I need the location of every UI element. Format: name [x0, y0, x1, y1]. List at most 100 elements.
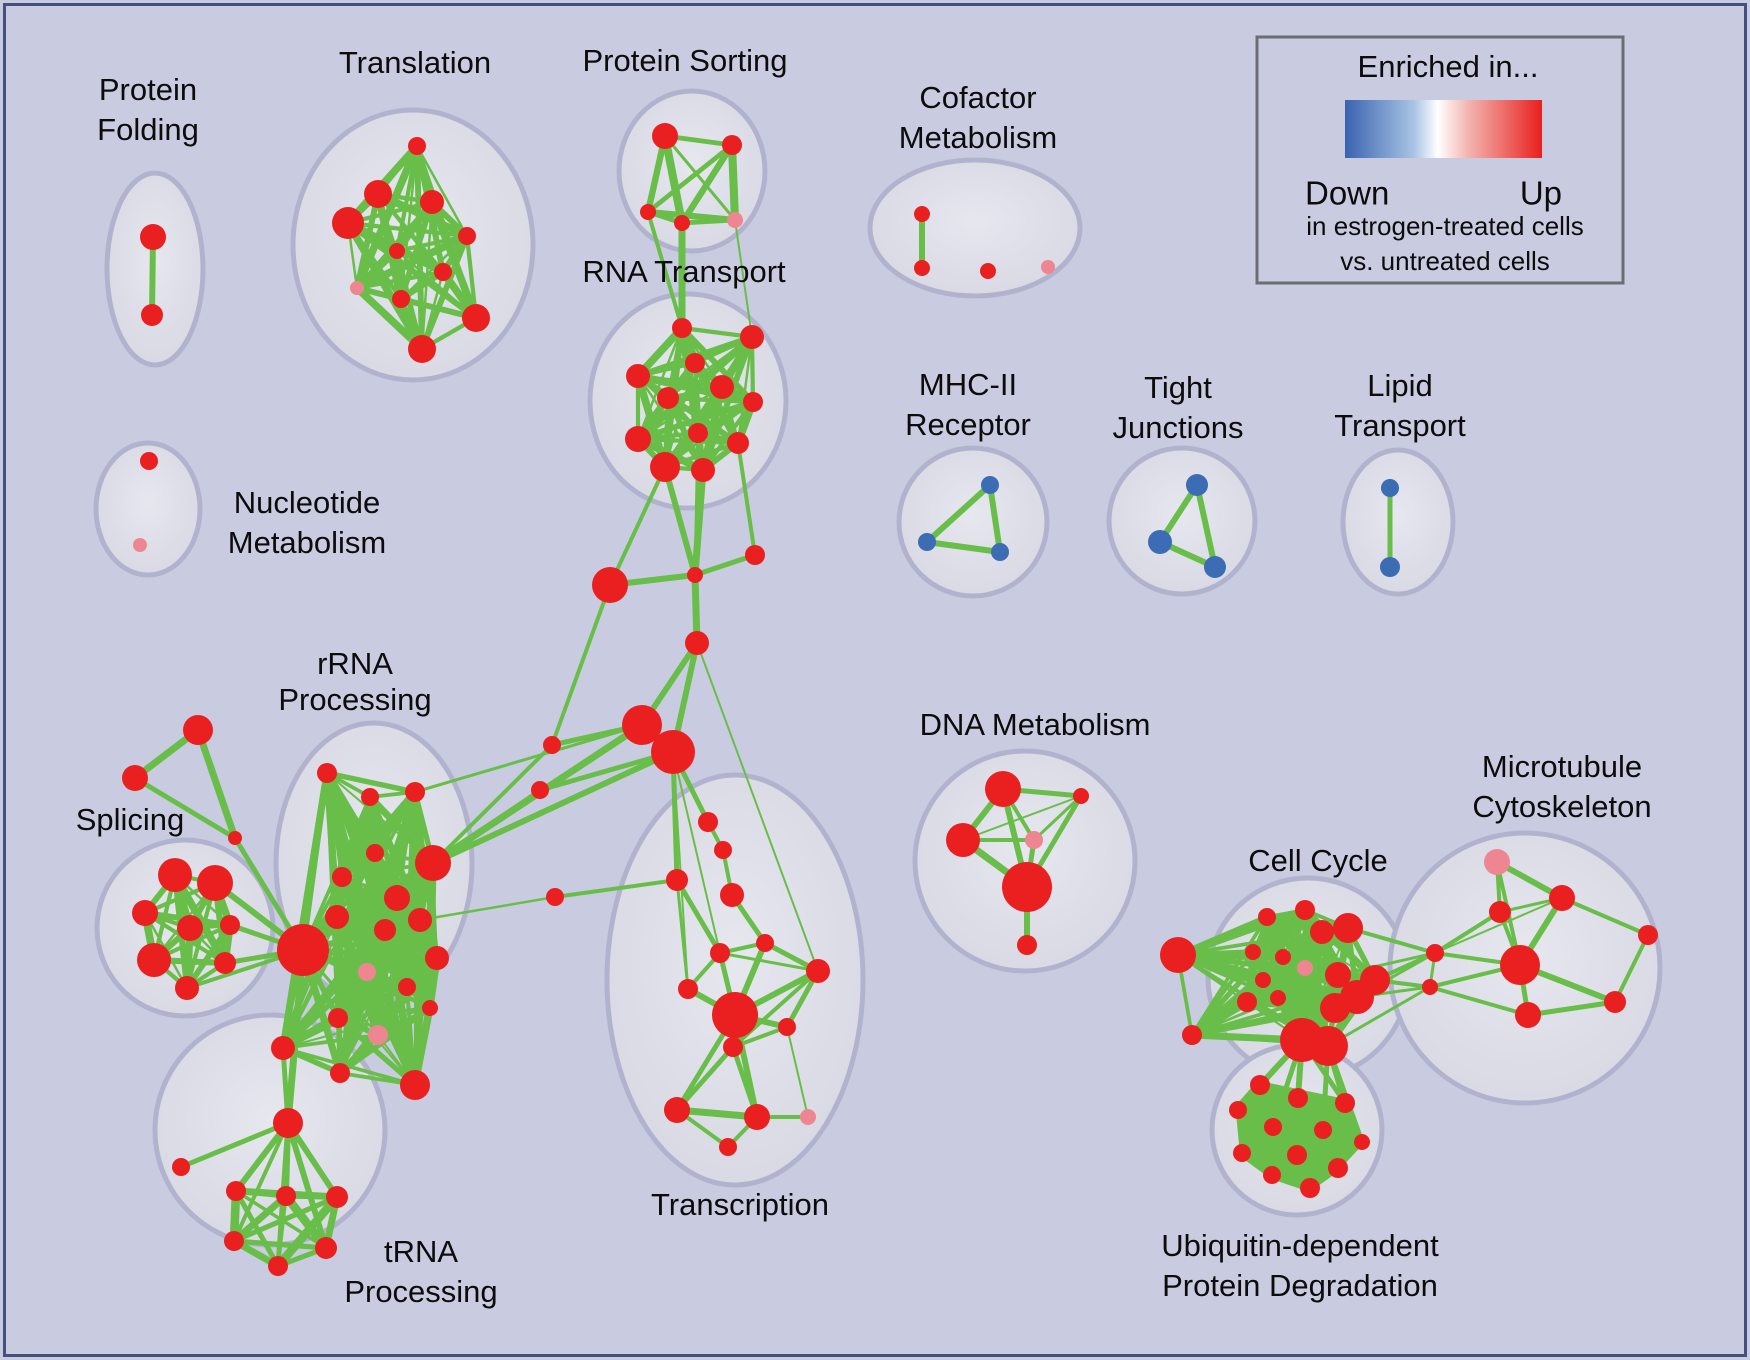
network-node — [1287, 1145, 1307, 1165]
network-edge — [344, 219, 426, 353]
network-edge — [232, 1121, 290, 1243]
network-edge — [924, 482, 993, 545]
network-edge — [353, 232, 471, 292]
network-node — [626, 364, 650, 388]
network-node — [1270, 990, 1286, 1006]
network-edge — [673, 1106, 761, 1121]
network-edge — [353, 284, 426, 353]
cluster-label-rrna-processing-line2: Processing — [278, 682, 431, 717]
network-edge — [334, 914, 423, 923]
network-edge — [273, 1192, 342, 1271]
network-node — [358, 963, 376, 981]
network-node — [400, 1070, 430, 1100]
network-edge — [285, 1120, 329, 1251]
network-node — [1604, 991, 1626, 1013]
network-node — [137, 943, 171, 977]
network-edge — [430, 749, 676, 866]
network-edge — [736, 335, 754, 445]
network-node — [458, 227, 476, 245]
network-edge — [662, 464, 698, 578]
network-node — [1314, 1121, 1332, 1139]
network-node — [740, 325, 764, 349]
legend: Enriched in... Down Up in estrogen-treat… — [1255, 35, 1625, 285]
cluster-label-mhc-ii-receptor-line2: Receptor — [905, 407, 1031, 442]
network-node — [1229, 1101, 1247, 1119]
network-edge — [1346, 926, 1437, 955]
legend-gradient-bar — [1345, 100, 1542, 158]
cluster-ellipse-dna-metabolism — [912, 748, 1138, 974]
network-node — [175, 976, 199, 1000]
network-node — [228, 831, 242, 845]
network-node — [1335, 1093, 1355, 1113]
network-node — [1484, 849, 1510, 875]
network-node — [1250, 1075, 1270, 1095]
network-edge — [634, 372, 757, 406]
network-edge — [353, 142, 421, 292]
network-edge — [1560, 896, 1650, 937]
network-node — [727, 212, 743, 228]
network-edge — [324, 770, 418, 795]
network-node — [985, 771, 1021, 807]
network-node — [800, 1109, 816, 1125]
network-edge — [281, 1046, 417, 1087]
network-edge — [1434, 897, 1563, 954]
network-node — [806, 959, 830, 983]
network-node — [1297, 960, 1313, 976]
network-node — [1263, 1166, 1281, 1184]
network-node — [132, 900, 158, 926]
network-node — [687, 567, 703, 583]
cluster-label-ubiquitin-degradation-line1: Ubiquitin-dependent — [1161, 1228, 1439, 1263]
network-node — [226, 1181, 246, 1201]
network-node — [183, 715, 213, 745]
network-node — [177, 915, 203, 941]
network-edge — [336, 1006, 432, 1020]
cluster-label-trna-processing-line2: Processing — [344, 1274, 497, 1309]
network-node — [140, 224, 166, 250]
figure-border — [3, 3, 1747, 1357]
network-node — [197, 865, 233, 901]
network-node — [1275, 949, 1291, 965]
network-edge — [184, 922, 233, 991]
network-node — [315, 1237, 337, 1259]
cluster-label-translation-line1: Translation — [339, 45, 491, 80]
network-node — [981, 476, 999, 494]
network-node — [1320, 993, 1350, 1023]
network-node — [1073, 788, 1089, 804]
network-node — [723, 1037, 743, 1057]
network-edge — [1188, 998, 1251, 1039]
cluster-ellipse-lipid-transport — [1340, 447, 1456, 597]
network-node — [1310, 920, 1334, 944]
network-edge — [693, 431, 700, 577]
network-edge — [718, 951, 820, 973]
network-node — [405, 782, 425, 802]
network-edge — [1336, 951, 1437, 977]
network-node — [332, 207, 364, 239]
network-node — [1380, 557, 1400, 577]
network-node — [672, 318, 692, 338]
network-node — [778, 1018, 796, 1036]
cluster-ellipse-mhc-ii-receptor — [896, 445, 1050, 599]
cluster-label-protein-folding-line2: Folding — [97, 112, 199, 147]
network-node — [640, 204, 656, 220]
cluster-label-lipid-transport-line1: Lipid — [1367, 368, 1433, 403]
network-edge — [679, 217, 738, 226]
network-node — [277, 924, 329, 976]
cluster-label-nucleotide-metabolism-line2: Metabolism — [228, 525, 387, 560]
network-node — [317, 763, 337, 783]
network-node — [366, 844, 384, 862]
network-node — [744, 1104, 770, 1130]
cluster-label-cofactor-metabolism-line1: Cofactor — [919, 80, 1036, 115]
cluster-label-cofactor-metabolism-line2: Metabolism — [899, 120, 1058, 155]
network-node — [276, 1186, 296, 1206]
cluster-ellipse-nucleotide-metabolism — [93, 440, 203, 578]
network-edge — [678, 141, 736, 227]
network-edge — [550, 583, 612, 747]
legend-box — [1255, 35, 1625, 285]
cluster-label-dna-metabolism-line1: DNA Metabolism — [920, 707, 1151, 742]
network-node — [1160, 937, 1196, 973]
network-node — [1295, 900, 1315, 920]
network-edge — [415, 144, 469, 238]
network-edge — [734, 219, 753, 338]
network-node — [698, 812, 718, 832]
network-edge — [663, 134, 737, 222]
